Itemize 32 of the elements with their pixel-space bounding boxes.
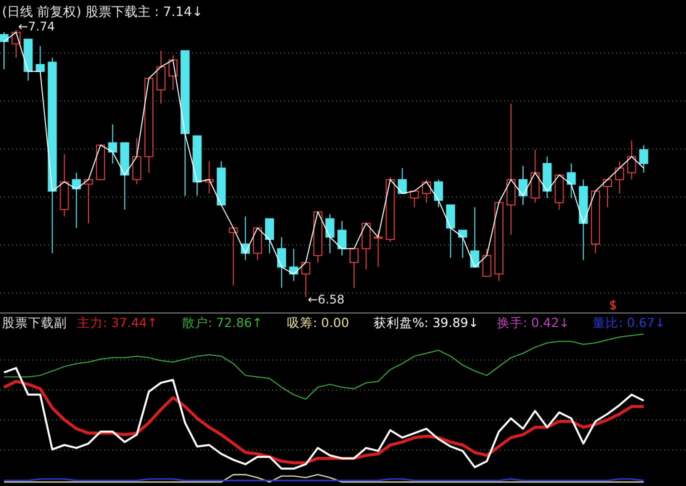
candlestick [265, 218, 274, 254]
candlestick [615, 160, 624, 194]
candlestick [277, 236, 286, 288]
candlestick [482, 248, 492, 277]
candlestick [639, 144, 648, 174]
text: 主力: 37.44↑ [77, 315, 158, 330]
text: 量比: 0.67↓ [592, 315, 666, 330]
candlestick [446, 204, 456, 258]
text: 散户: 72.86↑ [182, 315, 262, 330]
text: 吸筹: 0.00 [287, 315, 350, 330]
candlestick [603, 179, 612, 208]
candlestick [36, 46, 45, 72]
candlestick [0, 32, 8, 70]
candlestick [350, 248, 359, 288]
candlestick [566, 163, 576, 199]
text: 获利盘%: 39.89↓ [373, 315, 479, 330]
candlestick [434, 179, 444, 208]
chart-title: 股票下载副 [2, 315, 67, 330]
candlestick [398, 168, 407, 194]
candlestick [374, 230, 383, 268]
candlestick [410, 190, 419, 208]
candlestick [325, 214, 334, 254]
annotation: ←6.58 [308, 292, 345, 306]
candlestick [627, 140, 636, 180]
annotation: ←7.74 [18, 19, 55, 34]
candlestick [132, 138, 142, 185]
candlestick [156, 50, 166, 104]
text: 换手: 0.42↓ [497, 315, 570, 330]
candlestick [337, 220, 346, 256]
chart-title: (日线 前复权) 股票下载主 : 7.14↓ [2, 4, 203, 20]
candlestick [72, 172, 81, 228]
candlestick [108, 124, 118, 164]
